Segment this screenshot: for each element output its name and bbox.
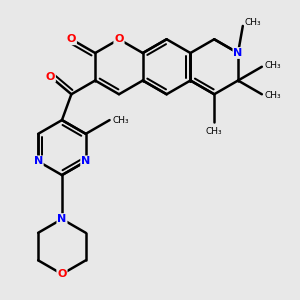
Text: N: N (233, 48, 243, 58)
Text: CH₃: CH₃ (265, 91, 281, 100)
Text: N: N (34, 156, 43, 166)
Text: O: O (67, 34, 76, 44)
Text: N: N (57, 214, 67, 224)
Text: O: O (57, 269, 67, 279)
Text: CH₃: CH₃ (245, 17, 261, 26)
Text: O: O (46, 72, 55, 82)
Text: CH₃: CH₃ (206, 127, 223, 136)
Text: CH₃: CH₃ (265, 61, 281, 70)
Text: O: O (114, 34, 124, 44)
Text: CH₃: CH₃ (112, 116, 129, 124)
Text: N: N (81, 156, 90, 166)
